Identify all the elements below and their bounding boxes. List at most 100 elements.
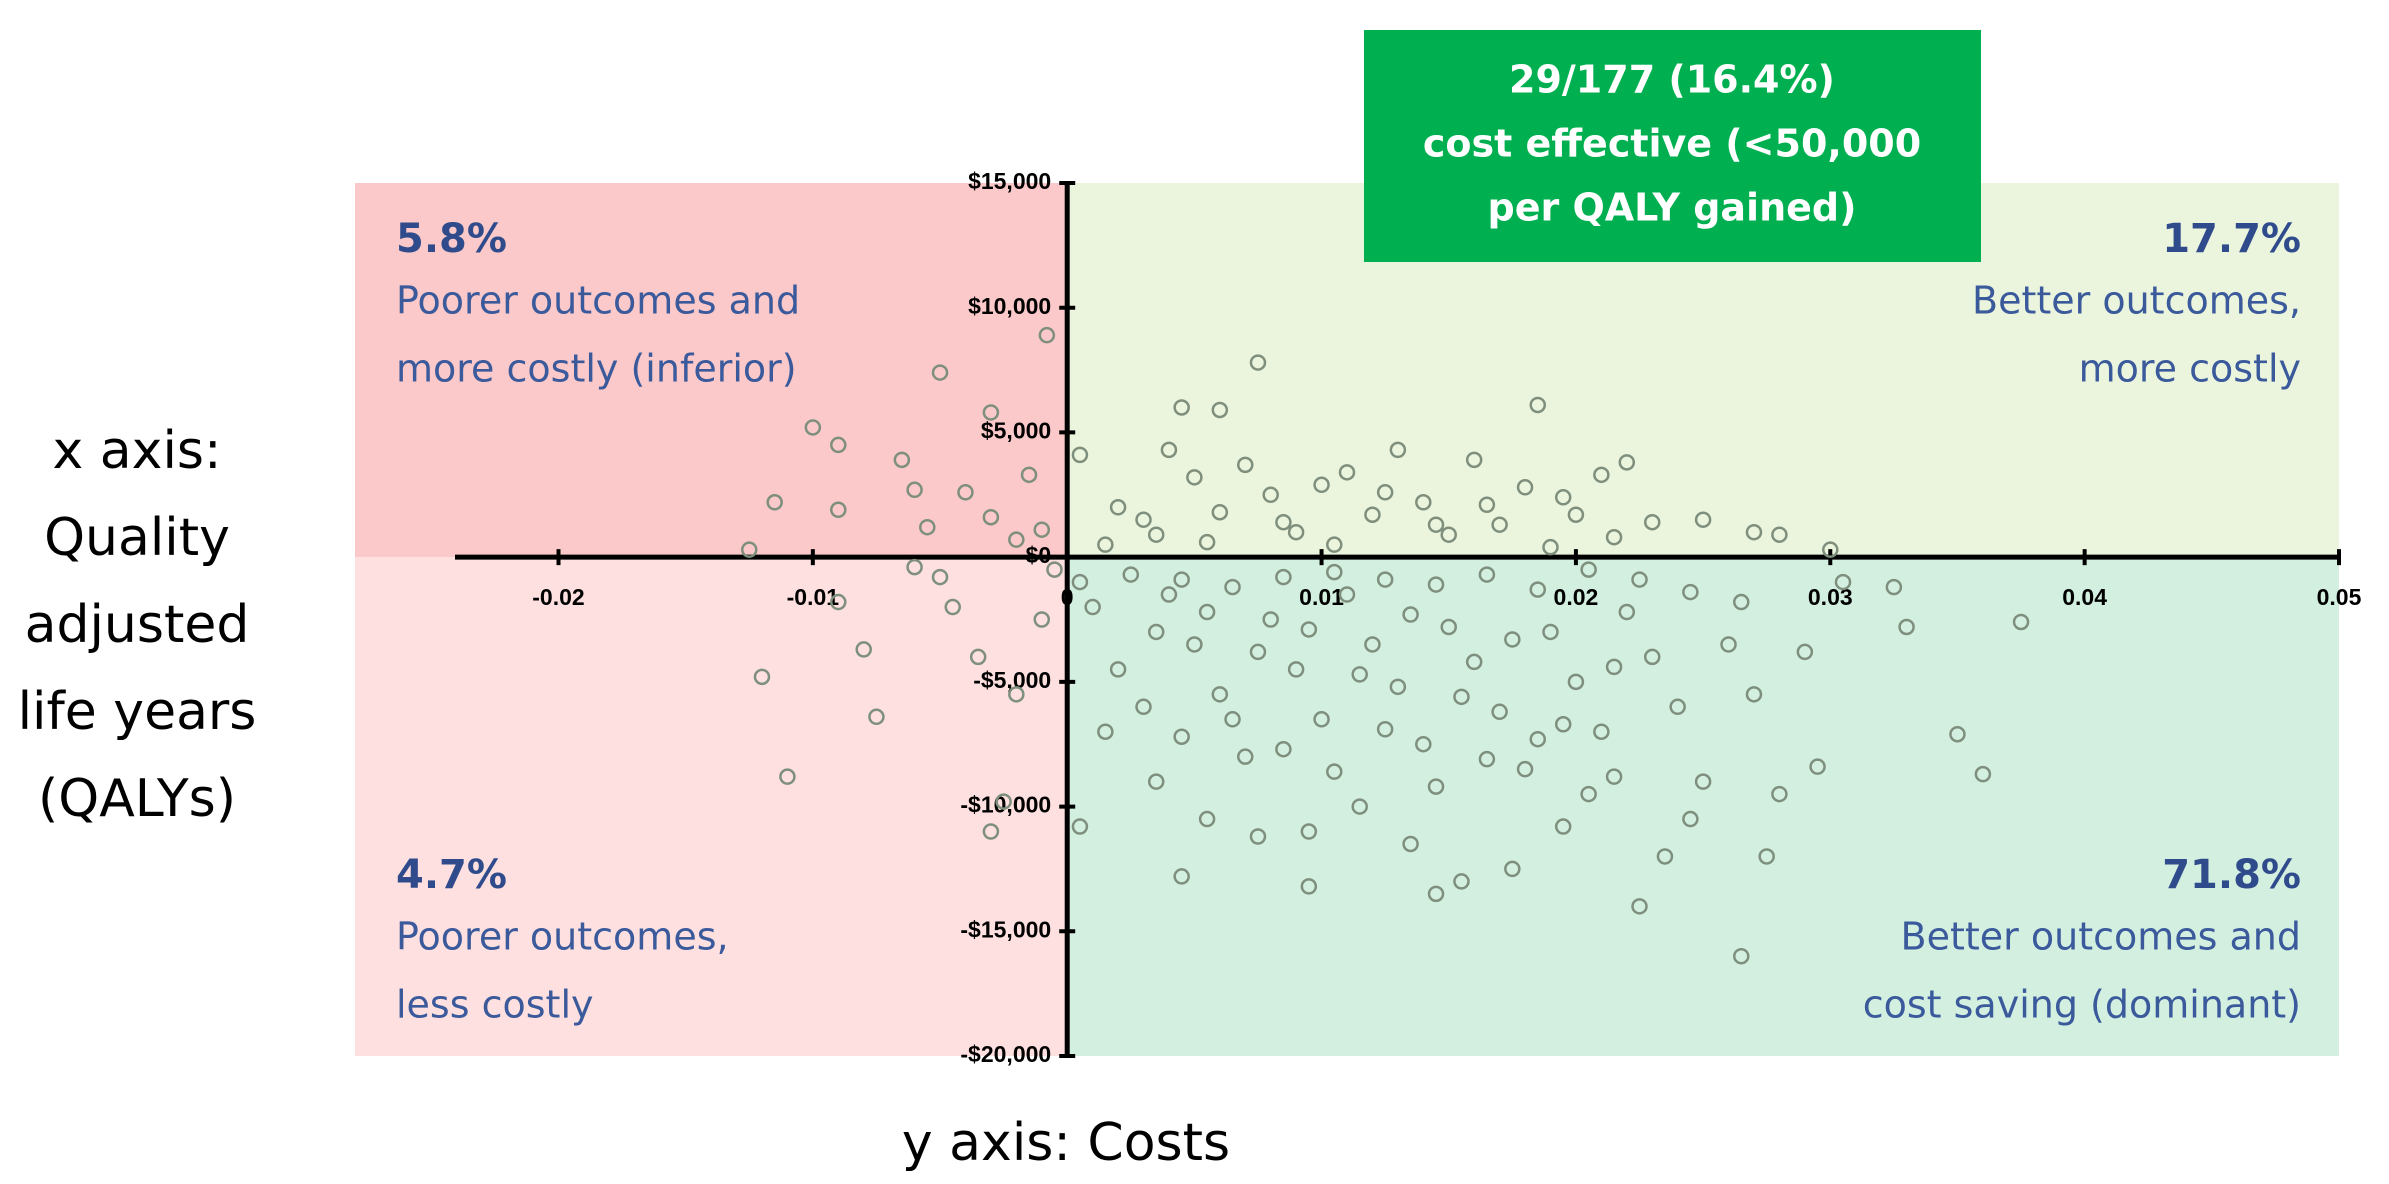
data-point — [1504, 860, 1521, 878]
x-tick-label: 0.01 — [1299, 584, 1344, 610]
data-point — [830, 593, 847, 611]
data-point — [1097, 536, 1114, 553]
data-point — [1796, 643, 1814, 661]
data-point — [804, 419, 822, 436]
data-point — [1338, 464, 1356, 481]
data-point — [1415, 494, 1432, 511]
data-point — [1809, 758, 1826, 775]
data-point — [893, 451, 911, 469]
axis-label: Quality — [44, 508, 230, 568]
data-point — [1402, 835, 1419, 853]
data-point — [1173, 728, 1190, 745]
data-point — [1173, 868, 1190, 885]
data-point — [1529, 581, 1547, 598]
quadrant-percent: 17.7% — [2162, 216, 2301, 262]
quadrant-percent: 71.8% — [2162, 852, 2301, 898]
data-point — [1631, 898, 1648, 915]
y-tick-label: -$20,000 — [960, 1041, 1051, 1067]
data-point — [1351, 666, 1368, 683]
data-point — [1504, 631, 1521, 648]
data-point — [1287, 523, 1305, 541]
data-point — [1542, 538, 1559, 556]
data-point — [1364, 506, 1381, 523]
data-point — [1491, 703, 1508, 721]
data-point — [957, 484, 974, 501]
y-tick-label: -$15,000 — [960, 916, 1051, 942]
data-point — [995, 793, 1012, 810]
quadrant-label: cost saving (dominant) — [1863, 983, 2301, 1027]
axis-label: adjusted — [25, 595, 250, 655]
data-point — [1033, 521, 1051, 538]
data-point — [1109, 499, 1127, 516]
data-point — [1224, 578, 1241, 596]
data-point — [1249, 354, 1267, 371]
quadrant-label: Poorer outcomes and — [396, 279, 800, 323]
data-point — [1593, 723, 1610, 740]
data-point — [1097, 723, 1114, 740]
data-point — [1427, 516, 1445, 533]
quadrant-area — [355, 557, 1068, 1056]
data-point — [1491, 516, 1508, 533]
quadrant-label: more costly — [2079, 347, 2301, 391]
data-point — [1109, 661, 1127, 678]
data-point — [1745, 523, 1763, 541]
callout-box — [1364, 30, 1981, 262]
data-point — [1389, 441, 1407, 459]
data-point — [1389, 678, 1407, 696]
data-point — [1682, 810, 1699, 828]
data-point — [1593, 466, 1610, 484]
data-point — [830, 436, 847, 454]
data-point — [1211, 503, 1229, 521]
data-point — [1135, 511, 1152, 528]
quadrant-label: less costly — [396, 983, 594, 1027]
data-point — [1554, 818, 1572, 835]
data-point — [1567, 673, 1585, 691]
data-point — [944, 598, 961, 616]
data-point — [1313, 711, 1330, 728]
data-point — [1580, 785, 1597, 803]
data-point — [1237, 456, 1254, 474]
data-point — [1529, 730, 1547, 748]
data-point — [1453, 688, 1470, 706]
x-tick-label: 0.02 — [1554, 584, 1599, 610]
data-point — [982, 823, 1000, 840]
axis-label: (QALYs) — [38, 769, 236, 829]
data-point — [1554, 716, 1572, 733]
quadrant-label: more costly (inferior) — [396, 347, 797, 391]
data-point — [1376, 720, 1394, 738]
quadrant-area — [1067, 557, 2339, 1056]
data-point — [1147, 623, 1165, 641]
data-point — [1885, 578, 1903, 596]
data-point — [1173, 399, 1190, 416]
data-point — [1237, 748, 1254, 765]
data-point — [1038, 326, 1056, 344]
data-point — [1198, 603, 1216, 621]
data-point — [2012, 613, 2030, 631]
data-point — [1147, 773, 1165, 790]
data-point — [1275, 568, 1292, 586]
data-point — [1211, 686, 1229, 703]
data-point — [1949, 725, 1966, 743]
callout-text: 29/177 (16.4%) — [1509, 58, 1835, 102]
data-point — [1415, 735, 1432, 753]
data-point — [1364, 636, 1381, 653]
data-point — [1211, 401, 1229, 419]
data-point — [1974, 765, 1992, 783]
data-point — [1542, 623, 1559, 641]
data-point — [1656, 848, 1674, 865]
data-point — [1427, 778, 1445, 795]
data-point — [1313, 476, 1330, 494]
data-point — [1580, 561, 1597, 578]
data-point — [1478, 566, 1496, 583]
data-point — [1300, 878, 1318, 895]
data-point — [1682, 583, 1699, 601]
x-tick-label: 0.04 — [2062, 584, 2107, 610]
data-point — [1262, 486, 1279, 504]
x-tick-label: 0.05 — [2317, 584, 2362, 610]
data-point — [1516, 760, 1534, 778]
data-point — [1402, 606, 1419, 623]
data-point — [1720, 636, 1737, 653]
data-point — [1771, 526, 1788, 543]
data-point — [1822, 541, 1839, 558]
